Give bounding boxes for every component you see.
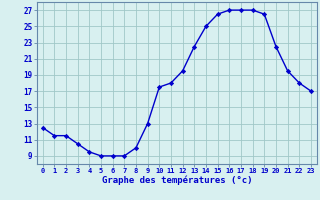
X-axis label: Graphe des températures (°c): Graphe des températures (°c): [101, 176, 252, 185]
